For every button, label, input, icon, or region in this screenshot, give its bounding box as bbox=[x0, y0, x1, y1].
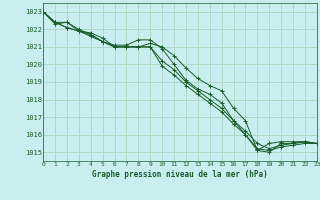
X-axis label: Graphe pression niveau de la mer (hPa): Graphe pression niveau de la mer (hPa) bbox=[92, 170, 268, 179]
